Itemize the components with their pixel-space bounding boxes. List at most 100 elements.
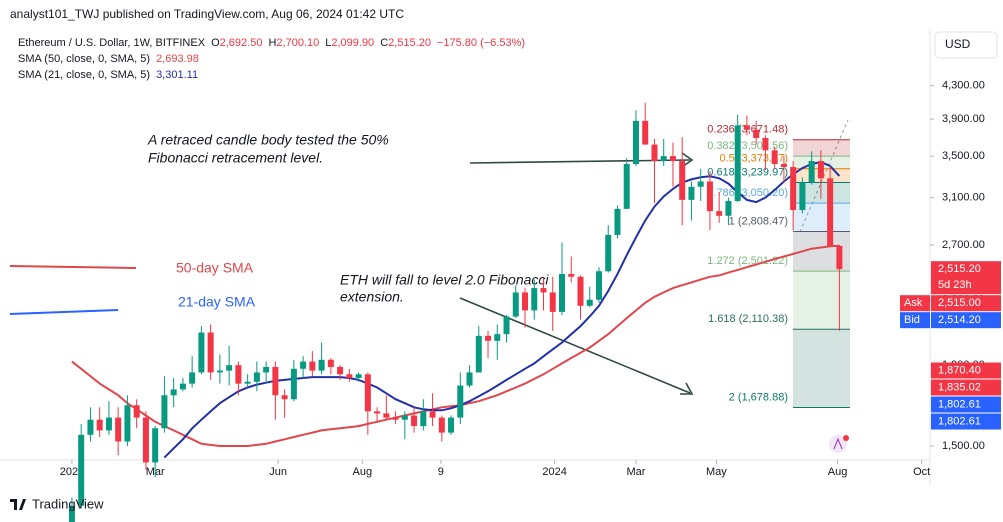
fib-label: 1 (2,808.47) bbox=[729, 215, 788, 227]
candle-body bbox=[142, 417, 149, 463]
candle-body bbox=[799, 182, 806, 211]
candle-body bbox=[337, 366, 344, 375]
price-tag-label: 1,870.40 bbox=[938, 364, 981, 376]
candle-body bbox=[706, 181, 713, 212]
candle-body bbox=[743, 125, 750, 130]
price-tag bbox=[931, 379, 1001, 396]
annotation: extension. bbox=[340, 289, 404, 305]
candle-body bbox=[290, 368, 297, 400]
replay-icon-glyph bbox=[833, 437, 843, 450]
candle-body bbox=[179, 383, 186, 390]
candle-body bbox=[383, 413, 390, 418]
price-tag-label: 1,835.02 bbox=[938, 381, 981, 393]
candle-body bbox=[531, 288, 538, 311]
x-tick-label: Oct bbox=[913, 466, 930, 478]
candle-body bbox=[78, 434, 85, 506]
candle-body bbox=[577, 276, 584, 306]
x-tick-label: 2024 bbox=[542, 466, 566, 478]
candle-body bbox=[688, 186, 695, 200]
legend-key: O bbox=[211, 37, 220, 49]
legend-value: 2,099.90 bbox=[331, 37, 374, 49]
legend-value: 2,692.50 bbox=[220, 37, 263, 49]
candle-body bbox=[725, 200, 732, 216]
candle-body bbox=[605, 234, 612, 272]
candle-body bbox=[614, 208, 621, 235]
candle-body bbox=[762, 138, 769, 151]
candle-body bbox=[817, 161, 824, 179]
candle-body bbox=[115, 417, 122, 442]
fib-label: 1.618 (2,110.38) bbox=[708, 313, 788, 325]
fib-label: 0.5 (3,373.27) bbox=[720, 153, 789, 165]
candle-body bbox=[651, 144, 658, 162]
candle-body bbox=[207, 332, 214, 373]
replay-icon[interactable] bbox=[829, 435, 847, 453]
y-tick-label: 4,300.00 bbox=[942, 80, 985, 92]
price-tag bbox=[931, 396, 1001, 413]
logo-mark bbox=[10, 499, 26, 510]
candle-body bbox=[448, 417, 455, 433]
sma50-guide bbox=[9, 265, 137, 269]
candle-body bbox=[226, 365, 233, 371]
price-tag-sub: 5d 23h bbox=[938, 279, 972, 291]
x-tick-label: 9 bbox=[438, 466, 444, 478]
y-tick-label: 3,100.00 bbox=[942, 192, 985, 204]
candle-body bbox=[586, 299, 593, 306]
x-tick-label: May bbox=[706, 466, 727, 478]
candle-body bbox=[780, 164, 787, 168]
currency[interactable]: USD bbox=[945, 37, 971, 51]
candle-body bbox=[105, 417, 112, 431]
candle-body bbox=[364, 374, 371, 412]
candle-body bbox=[327, 359, 334, 367]
candle-body bbox=[253, 372, 260, 382]
legend-series: SMA (50, close, 0, SMA, 5) bbox=[18, 53, 150, 65]
candle-body bbox=[642, 120, 649, 145]
price-tag-label: 2,515.20 bbox=[938, 263, 981, 275]
x-tick-label: 2023 bbox=[60, 466, 84, 478]
candle-body bbox=[632, 120, 639, 165]
candle-body bbox=[734, 125, 741, 201]
candle-body bbox=[753, 129, 760, 139]
currency-box[interactable] bbox=[934, 31, 998, 59]
legend-key: H bbox=[268, 37, 276, 49]
annotation: A retraced candle body tested the 50% bbox=[147, 132, 389, 148]
candle-body bbox=[836, 245, 843, 270]
brand: TradingView bbox=[32, 496, 104, 511]
price-tag bbox=[931, 295, 1001, 312]
legend-symbol: Ethereum / U.S. Dollar, 1W, BITFINEX bbox=[18, 37, 206, 49]
price-tag bbox=[931, 312, 1001, 329]
fib-band bbox=[793, 329, 850, 408]
candle-body bbox=[669, 156, 676, 162]
sma21-guide bbox=[9, 309, 119, 315]
candle-body bbox=[152, 428, 159, 463]
arrow-head bbox=[681, 152, 694, 168]
x-tick-label: Mar bbox=[626, 466, 645, 478]
fib-label: 2 (1,678.88) bbox=[729, 391, 788, 403]
price-tag bbox=[931, 362, 1001, 379]
candle-body bbox=[494, 334, 501, 341]
y-tick-label: 3,900.00 bbox=[942, 113, 985, 125]
tag-prefix: Ask bbox=[904, 297, 923, 309]
price-tag-label: 2,514.20 bbox=[938, 314, 981, 326]
legend-change: −175.80 (−6.53%) bbox=[437, 37, 525, 49]
candle-body bbox=[161, 395, 168, 429]
candle-body bbox=[300, 361, 307, 369]
tag-prefix-box bbox=[900, 295, 930, 312]
candle-body bbox=[355, 374, 362, 378]
candle-body bbox=[133, 405, 140, 418]
candle-body bbox=[595, 271, 602, 300]
candle-body bbox=[475, 335, 482, 373]
candle-body bbox=[679, 161, 686, 200]
plot: 4,300.00 3,900.00 3,500.00 3,100.00 2,700.00… bbox=[60, 80, 985, 522]
fib-label: 0.382 (3,500.56) bbox=[707, 140, 788, 152]
candle-body bbox=[623, 164, 630, 209]
tag-prefix: Bid bbox=[904, 314, 920, 326]
candle-body bbox=[272, 366, 279, 396]
arrow bbox=[459, 297, 691, 394]
candle-body bbox=[87, 419, 94, 435]
candle-body bbox=[309, 361, 316, 371]
candle-body bbox=[429, 411, 436, 418]
candle-body bbox=[457, 385, 464, 418]
candle-body bbox=[512, 292, 519, 317]
price-tag bbox=[931, 261, 1001, 295]
